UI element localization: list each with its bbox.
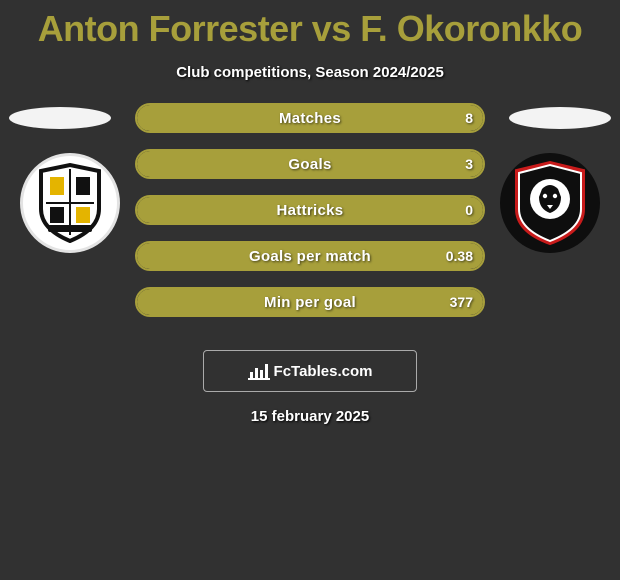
stat-row: Matches 8 (135, 103, 485, 133)
stat-right-value: 0 (465, 202, 473, 218)
stat-label: Hattricks (277, 202, 344, 219)
footer-date: 15 february 2025 (251, 408, 369, 425)
subtitle: Club competitions, Season 2024/2025 (0, 64, 620, 81)
stat-label: Goals (288, 156, 331, 173)
brand-box[interactable]: FcTables.com (203, 350, 417, 392)
page-title: Anton Forrester vs F. Okoronkko (0, 0, 620, 50)
stat-row: Min per goal 377 (135, 287, 485, 317)
shield-icon (36, 163, 104, 243)
stat-right-value: 0.38 (446, 248, 473, 264)
brand-text: FcTables.com (274, 363, 373, 380)
stat-label: Matches (279, 110, 341, 127)
stat-row: Goals per match 0.38 (135, 241, 485, 271)
stat-row: Goals 3 (135, 149, 485, 179)
club-right-badge (500, 153, 600, 253)
bar-chart-icon (248, 362, 270, 380)
stat-right-value: 3 (465, 156, 473, 172)
stat-right-value: 8 (465, 110, 473, 126)
stat-label: Min per goal (264, 294, 356, 311)
player-left-avatar (9, 107, 111, 129)
stats-list: Matches 8 Goals 3 Hattricks 0 Goals per … (135, 103, 485, 333)
player-right-avatar (509, 107, 611, 129)
club-left-badge (20, 153, 120, 253)
stat-right-value: 377 (450, 294, 473, 310)
lion-shield-icon (511, 159, 589, 247)
stat-label: Goals per match (249, 248, 371, 265)
stat-row: Hattricks 0 (135, 195, 485, 225)
